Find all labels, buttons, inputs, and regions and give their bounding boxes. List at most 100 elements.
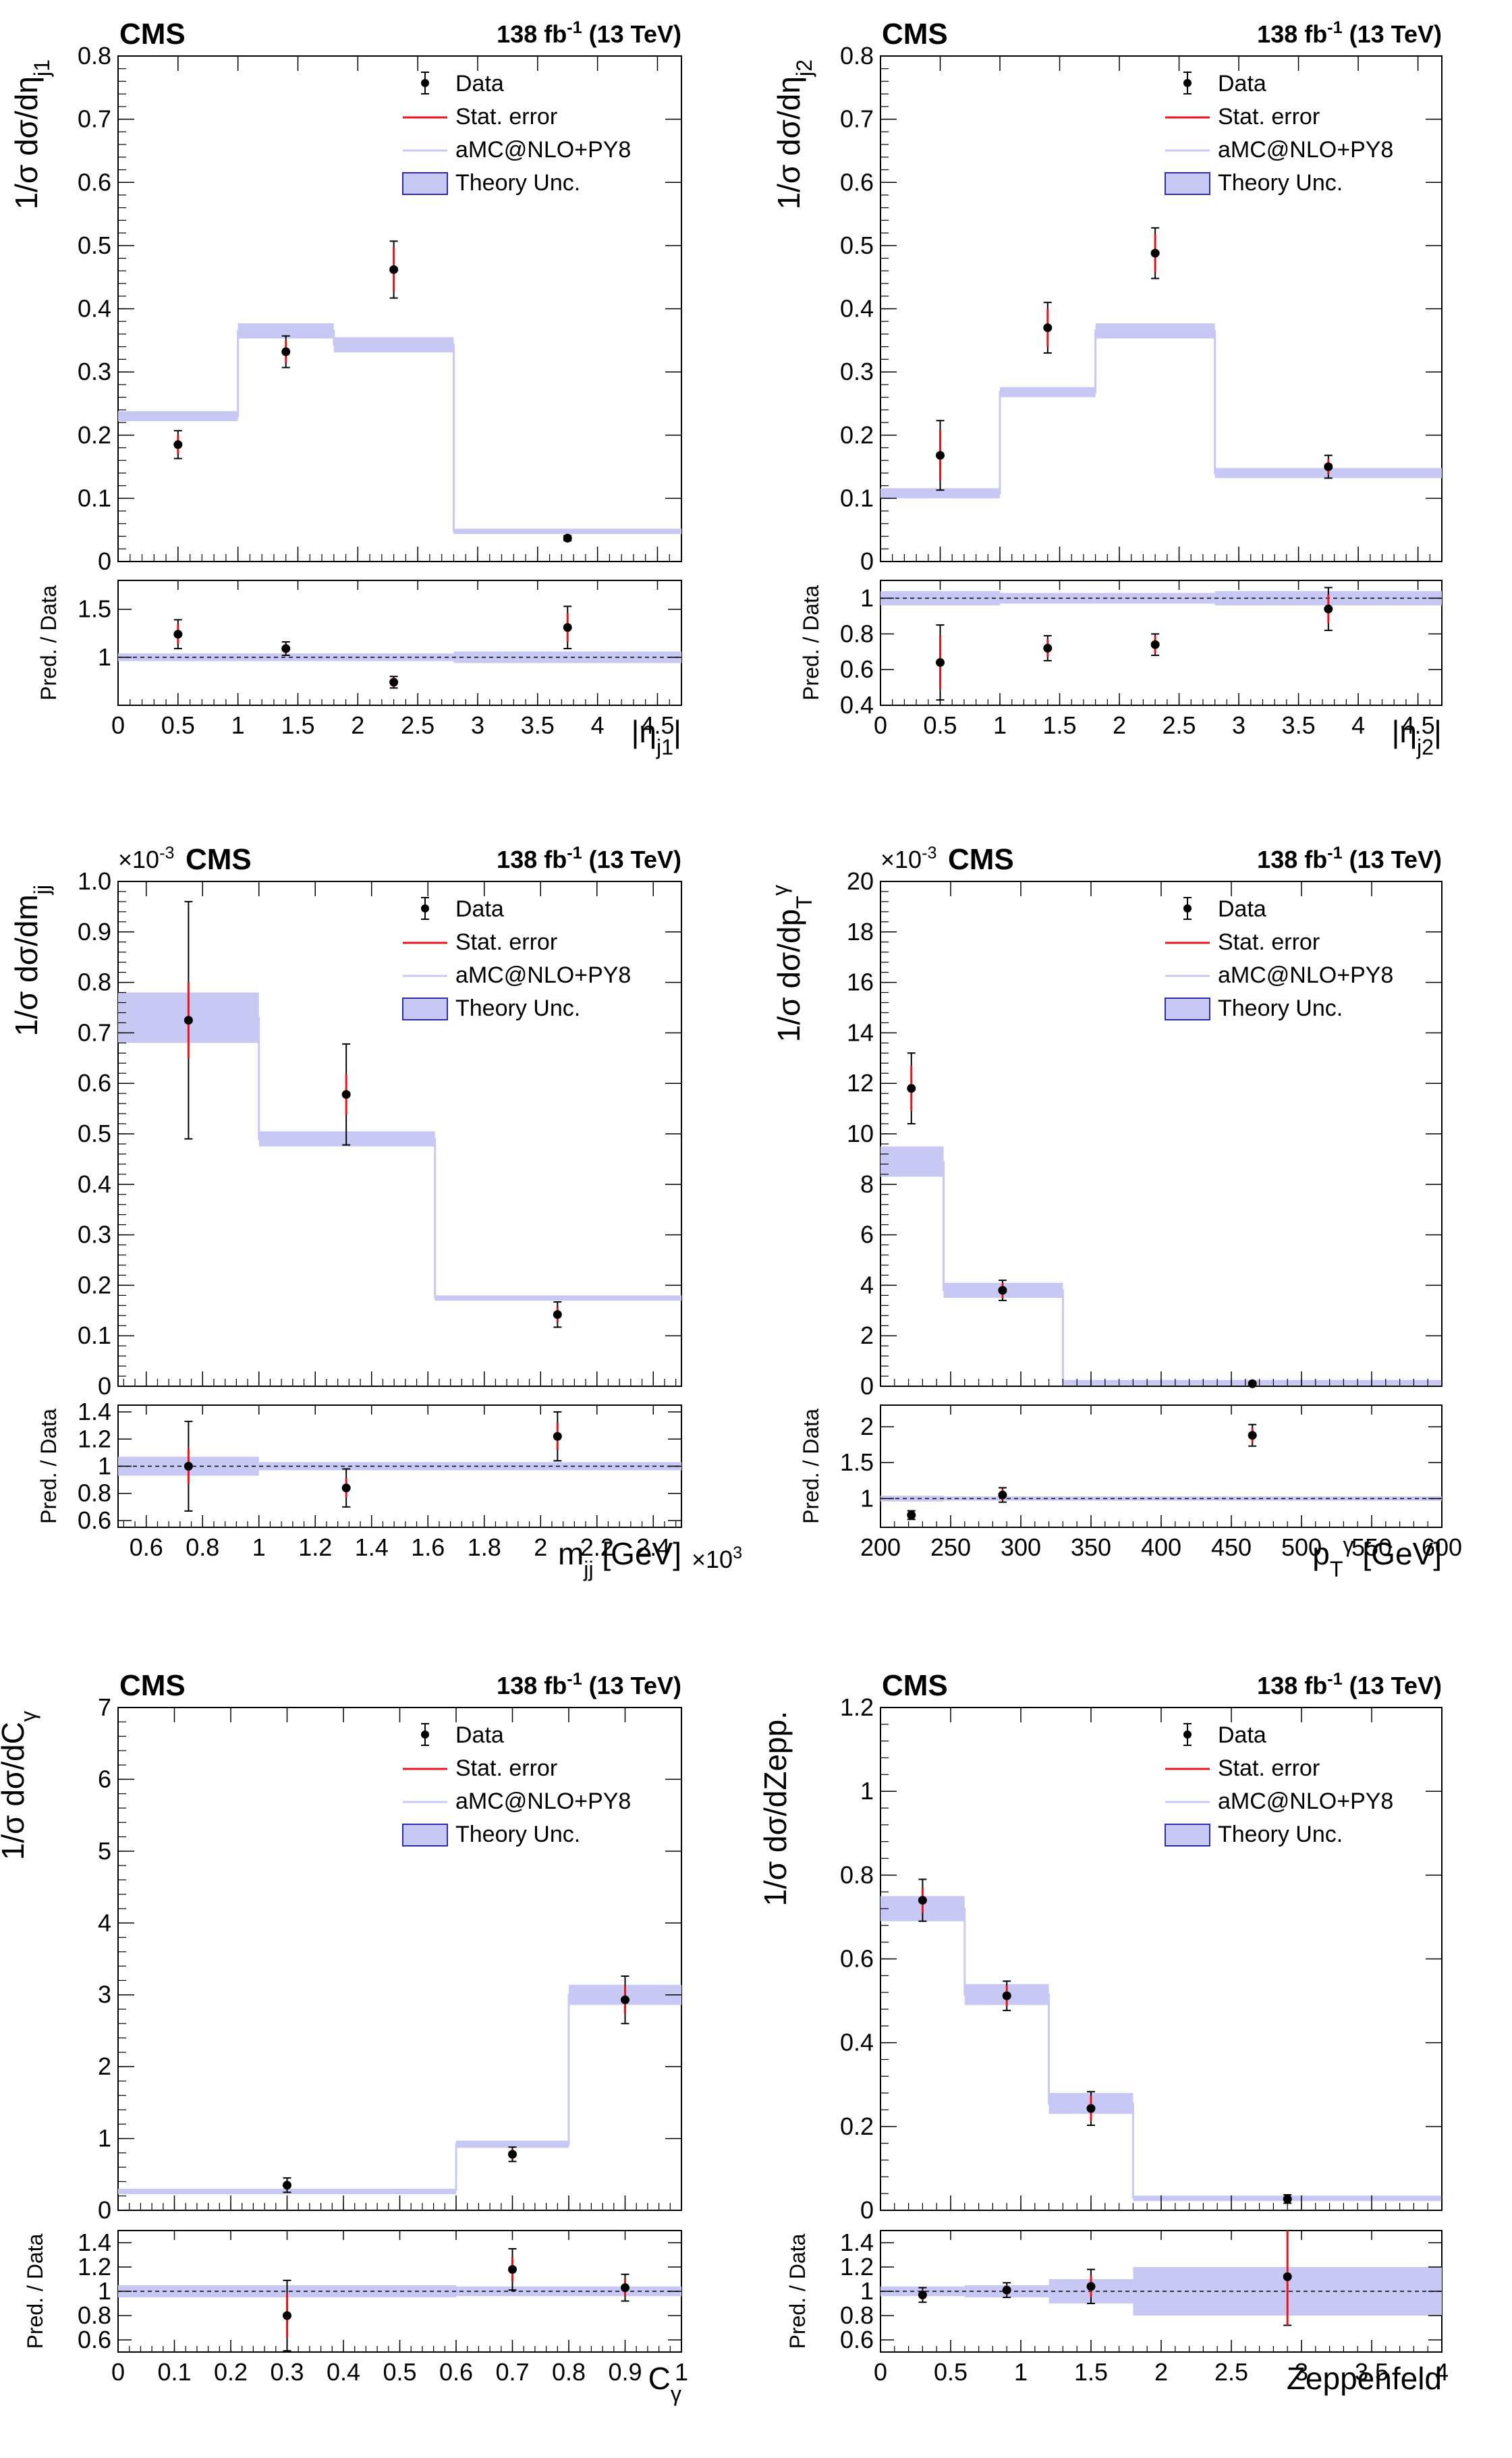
y-tick-label: 0.1 — [840, 484, 874, 512]
x-tick-label: 4 — [1435, 2358, 1449, 2386]
y-tick-label: 0 — [98, 1372, 111, 1400]
ratio-point — [553, 1431, 562, 1441]
luminosity-label: 138 fb-1 (13 TeV) — [497, 844, 681, 873]
legend-unc-label: Theory Unc. — [1218, 170, 1343, 196]
ratio-point — [998, 1490, 1007, 1500]
x-tick-label: 0.9 — [608, 2358, 642, 2386]
ratio-point — [389, 678, 399, 687]
theory-step-line — [880, 1907, 1442, 2199]
x-tick-label: 0.3 — [270, 2358, 304, 2386]
ratio-point — [508, 2265, 517, 2274]
legend-data-label: Data — [1218, 896, 1266, 922]
theory-step-line — [880, 1160, 1442, 1383]
x-tick-label: 0.6 — [439, 2358, 473, 2386]
y-axis-title: 1/σ dσ/dpTγ — [768, 885, 816, 1042]
ratio-point — [621, 2283, 629, 2293]
ratio-point — [1283, 2272, 1292, 2281]
x-tick-label: 1.6 — [411, 1533, 445, 1561]
legend-data-label: Data — [455, 896, 504, 922]
ratio-y-tick-label: 1 — [98, 2277, 111, 2305]
legend-stat-label: Stat. error — [1218, 929, 1320, 955]
y-tick-label: 5 — [98, 1837, 111, 1865]
y-tick-label: 16 — [847, 968, 874, 996]
y-axis-title: 1/σ dσ/dCγ — [0, 1711, 40, 1860]
ratio-y-tick-label: 0.4 — [840, 691, 874, 719]
legend-unc-box — [402, 998, 448, 1020]
ratio-y-axis-title: Pred. / Data — [799, 585, 823, 701]
ratio-y-tick-label: 1.5 — [840, 1448, 874, 1476]
luminosity-label: 138 fb-1 (13 TeV) — [1257, 1670, 1442, 1699]
y-tick-label: 6 — [98, 1765, 111, 1793]
y-tick-label: 0.3 — [840, 358, 874, 385]
x-tick-label: 0.5 — [383, 2358, 416, 2386]
ratio-y-tick-label: 1 — [860, 1484, 874, 1512]
x-tick-label: 2 — [1113, 711, 1126, 739]
y-tick-label: 0.7 — [840, 105, 874, 133]
data-point — [508, 2150, 517, 2159]
legend-unc-label: Theory Unc. — [455, 1822, 580, 1847]
y-axis-title: 1/σ dσ/dηj1 — [9, 59, 54, 210]
data-point — [281, 347, 291, 356]
ratio-point — [1248, 1431, 1257, 1440]
x-axis-title: Zeppenfeld — [1287, 2361, 1442, 2396]
x-tick-label: 1 — [993, 711, 1007, 739]
ratio-y-tick-label: 0.6 — [78, 1506, 111, 1534]
y-tick-label: 10 — [847, 1120, 874, 1147]
y-tick-label: 0 — [98, 2196, 111, 2224]
x-tick-label: 0 — [874, 711, 887, 739]
y-tick-label: 1 — [860, 1777, 874, 1805]
x-tick-label: 1.5 — [1074, 2358, 1108, 2386]
y-tick-label: 0.4 — [840, 2029, 874, 2056]
y-tick-label: 0.5 — [78, 1120, 111, 1147]
y-tick-label: 8 — [860, 1170, 874, 1198]
y-tick-label: 0.6 — [78, 1069, 111, 1097]
data-point — [1002, 1991, 1011, 2000]
chart-panel-mjj: 0.6 0.8 1 1.2 1.4 1.6 1.8 2 2.2 2.400.10.20.30.40… — [9, 843, 742, 1581]
chart-panel-eta-j2: 0 0.5 1 1.5 2 2.5 3 3.5 4 4.5 0 0.1 0.2 0.3 0.4 0.5 0.6 0… — [771, 18, 1443, 759]
legend-theory-label: aMC@NLO+PY8 — [455, 962, 631, 988]
ratio-point — [1086, 2282, 1096, 2291]
ratio-y-tick-label: 0.8 — [840, 620, 874, 647]
ratio-y-axis-title: Pred. / Data — [23, 2233, 47, 2349]
y-tick-label: 0.4 — [840, 295, 874, 323]
legend-unc-box — [1165, 998, 1210, 1020]
x-tick-label: 500 — [1281, 1533, 1322, 1561]
ratio-y-tick-label: 1.2 — [78, 2253, 111, 2281]
luminosity-label: 138 fb-1 (13 TeV) — [497, 1670, 681, 1699]
ratio-point — [907, 1510, 916, 1520]
x-axis-title: |ηj1| — [631, 714, 681, 759]
ratio-point — [936, 658, 945, 667]
ratio-y-tick-label: 1.2 — [78, 1425, 111, 1452]
x-tick-label: 4.5 — [1401, 711, 1435, 739]
data-point — [563, 533, 572, 543]
luminosity-label: 138 fb-1 (13 TeV) — [1257, 844, 1442, 873]
legend-stat-label: Stat. error — [455, 929, 557, 955]
y-tick-label: 7 — [98, 1693, 111, 1721]
data-point — [283, 2181, 291, 2190]
ratio-point — [1002, 2285, 1011, 2295]
main-plot-frame — [880, 55, 1443, 562]
ratio-point — [184, 1462, 193, 1471]
y-tick-label: 1 — [98, 2125, 111, 2152]
data-point — [553, 1310, 562, 1319]
chart-panel-c-gamma: 0 0.1 0.2 0.3 0.4 0.5 0.6 0.7 0.8 0.9 1 0 1 2 3 4 5 6 7 0.6… — [0, 1669, 688, 2406]
y-tick-label: 0 — [860, 547, 874, 575]
x-tick-label: 0.5 — [923, 711, 957, 739]
x-tick-label: 2.5 — [1214, 2358, 1248, 2386]
x-tick-label: 1 — [252, 1533, 266, 1561]
x-tick-label: 2 — [351, 711, 364, 739]
experiment-label: CMS — [882, 1669, 948, 1702]
legend-data-label: Data — [455, 71, 504, 97]
ratio-point — [918, 2290, 927, 2299]
ratio-y-tick-label: 0.6 — [840, 655, 874, 683]
y-tick-label: 0.6 — [840, 1945, 874, 1973]
x-tick-label: 400 — [1141, 1533, 1181, 1561]
x-tick-label: 600 — [1422, 1533, 1462, 1561]
y-tick-label: 1.2 — [840, 1693, 874, 1721]
ratio-y-tick-label: 1 — [98, 1452, 111, 1480]
legend-unc-box — [1165, 172, 1210, 195]
legend-data-label: Data — [1218, 1722, 1266, 1748]
legend-data-marker — [421, 1730, 429, 1739]
data-point — [998, 1286, 1007, 1295]
ratio-y-tick-label: 1 — [98, 643, 111, 671]
